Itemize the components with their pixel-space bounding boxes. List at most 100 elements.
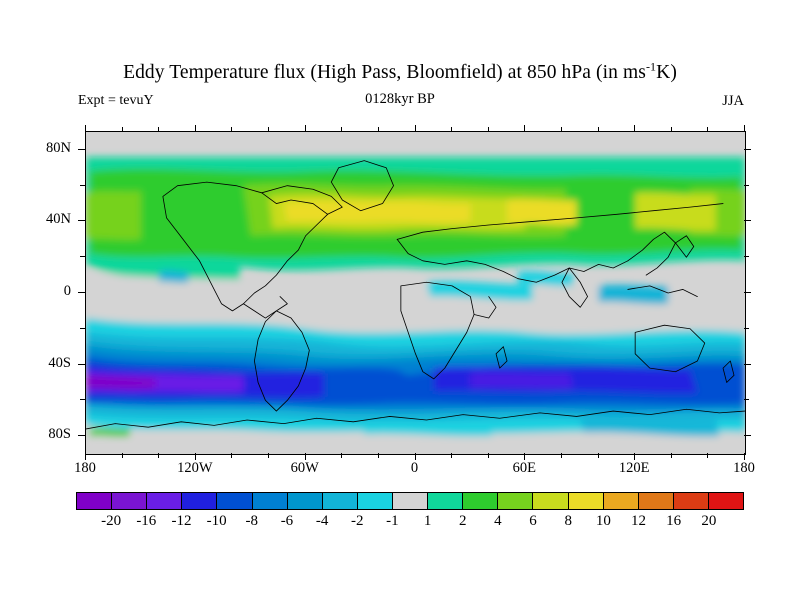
colorbar-cell (287, 493, 323, 509)
x-axis-tick (304, 453, 306, 460)
colorbar-tick-label: -6 (280, 513, 294, 529)
colorbar-cell (217, 493, 253, 509)
colorbar-tick-label: 16 (666, 513, 682, 529)
x-axis-tick-minor (451, 453, 453, 458)
colorbar (76, 492, 744, 510)
y-axis-tick-minor-right (744, 399, 749, 401)
colorbar-tick-label: -8 (245, 513, 259, 529)
x-axis-tick (414, 453, 416, 460)
x-axis-tick-minor-top (451, 127, 453, 132)
colorbar-cell (392, 493, 429, 509)
colorbar-cell (533, 493, 569, 509)
colorbar-tick-label: 12 (631, 513, 647, 529)
colorbar-cell (673, 493, 709, 509)
x-axis-tick-minor (158, 453, 160, 458)
period-label: 0128kyr BP (365, 91, 435, 107)
y-axis-tick-minor-right (744, 184, 749, 186)
y-axis-tick-minor-right (744, 256, 749, 258)
colorbar-cell (147, 493, 183, 509)
y-axis-tick-right (744, 292, 751, 293)
y-axis-tick-minor (80, 327, 85, 329)
colorbar-cell (112, 493, 148, 509)
x-axis-tick (524, 453, 526, 460)
x-axis-label: 120W (177, 460, 213, 476)
coastline-layer (86, 160, 745, 430)
colorbar-tick-label: 8 (564, 513, 572, 529)
y-axis-tick-right (744, 148, 751, 150)
y-axis-tick-right (744, 220, 751, 222)
y-axis-tick (78, 363, 85, 365)
colorbar-cell (428, 493, 464, 509)
y-axis-tick-right (744, 435, 751, 437)
x-axis-tick-minor-top (560, 127, 562, 132)
colorbar-tick-label: 6 (529, 513, 537, 529)
x-axis-tick-minor (231, 453, 233, 458)
colorbar-tick-label: -12 (171, 513, 192, 529)
colorbar-tick-label: 2 (458, 513, 467, 529)
y-axis-label: 80N (46, 139, 71, 156)
y-axis-tick-minor (80, 256, 85, 258)
x-axis-tick-minor-top (487, 127, 489, 132)
x-axis-tick-minor (341, 453, 343, 458)
colorbar-cell (252, 493, 288, 509)
x-axis-tick-top (634, 125, 636, 132)
colorbar-cell (322, 493, 358, 509)
colorbar-tick-label: -16 (136, 513, 157, 529)
y-axis-tick (78, 435, 85, 437)
x-axis-label: 0 (410, 460, 419, 476)
colorbar-tick-label: -10 (206, 513, 227, 529)
x-axis-label: 180 (733, 460, 755, 476)
colorbar-cell (498, 493, 534, 509)
y-axis-label: 40S (48, 354, 71, 371)
x-axis-tick-minor-top (707, 127, 709, 132)
x-axis-tick-minor-top (670, 127, 672, 132)
colorbar-tick-label: 20 (701, 513, 717, 529)
colorbar-tick-label: 4 (494, 513, 502, 529)
x-axis-label: 180 (74, 460, 96, 476)
map-plot-area (85, 131, 746, 455)
y-axis-label: 40N (46, 211, 71, 228)
colorbar-cell (603, 493, 639, 509)
y-axis-tick (78, 220, 85, 222)
colorbar-cell (182, 493, 218, 509)
x-axis-tick-top (194, 125, 196, 132)
contour-fill-layer (86, 157, 745, 454)
x-axis-label: 120E (618, 460, 650, 476)
x-axis-tick-minor-top (597, 127, 599, 132)
y-axis-label: 80S (48, 426, 71, 443)
experiment-label: Expt = tevuY (78, 93, 154, 108)
x-axis-tick-minor-top (121, 127, 123, 132)
colorbar-tick-label: -20 (101, 513, 122, 529)
colorbar-tick-label: -1 (386, 513, 399, 529)
title-main: Eddy Temperature flux (High Pass, Bloomf… (123, 62, 646, 83)
x-axis-tick-minor (670, 453, 672, 458)
y-axis-tick (78, 148, 85, 150)
x-axis-tick-top (744, 125, 745, 132)
x-axis-tick-minor (377, 453, 379, 458)
colorbar-cell (357, 493, 393, 509)
colorbar-cell (568, 493, 604, 509)
x-axis-tick (634, 453, 636, 460)
x-axis-tick-minor-top (158, 127, 160, 132)
x-axis-tick-top (85, 125, 86, 132)
x-axis-tick-minor (268, 453, 270, 458)
x-axis-tick-minor-top (268, 127, 270, 132)
x-axis-tick-top (414, 125, 416, 132)
y-axis-tick-minor (80, 184, 85, 186)
y-axis-tick-right (744, 363, 751, 365)
colorbar-tick-label: -4 (315, 513, 329, 529)
x-axis-tick-minor (597, 453, 599, 458)
x-axis-tick-minor-top (341, 127, 343, 132)
colorbar-tick-label: 10 (595, 513, 611, 529)
colorbar-tick-label: 1 (423, 513, 432, 529)
x-axis-tick (194, 453, 196, 460)
colorbar-cell (77, 493, 113, 509)
title-superscript: -1 (645, 59, 657, 74)
x-axis-tick-minor (707, 453, 709, 458)
x-axis-tick-minor (487, 453, 489, 458)
colorbar-cell (638, 493, 674, 509)
y-axis-tick-minor-right (744, 327, 749, 329)
x-axis-label: 60E (512, 460, 537, 476)
x-axis-tick-top (524, 125, 526, 132)
colorbar-cell (463, 493, 499, 509)
